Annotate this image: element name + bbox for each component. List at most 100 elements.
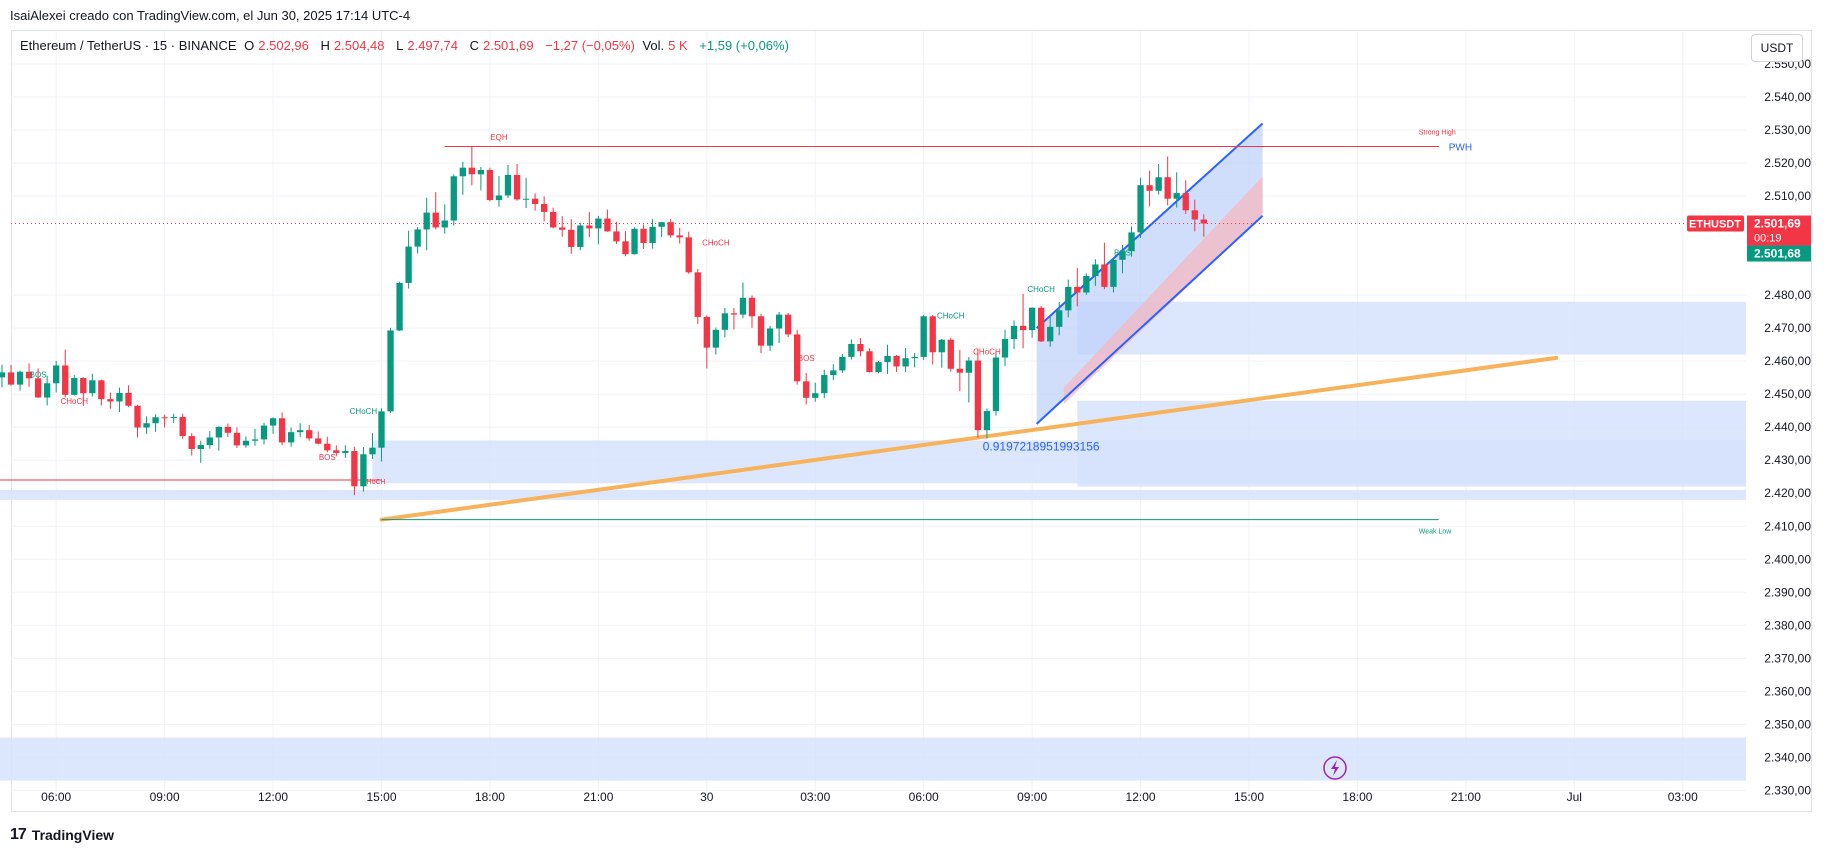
- candle-body[interactable]: [134, 405, 141, 428]
- candle-body[interactable]: [25, 371, 33, 379]
- candle-body[interactable]: [649, 226, 656, 243]
- candle-body[interactable]: [911, 356, 918, 359]
- candle-body[interactable]: [423, 212, 430, 230]
- candle-body[interactable]: [495, 195, 503, 201]
- candle-body[interactable]: [622, 241, 629, 255]
- candle-body[interactable]: [685, 237, 692, 273]
- candle-body[interactable]: [116, 392, 123, 402]
- candle-body[interactable]: [956, 368, 963, 373]
- channel-lower-line[interactable]: [1035, 215, 1264, 425]
- candle-body[interactable]: [432, 212, 439, 228]
- candle-body[interactable]: [568, 229, 575, 247]
- candle-body[interactable]: [1019, 325, 1027, 331]
- candle-body[interactable]: [640, 228, 647, 243]
- candle-body[interactable]: [694, 272, 701, 317]
- candle-body[interactable]: [1001, 339, 1009, 358]
- candle-body[interactable]: [938, 339, 945, 353]
- candle-body[interactable]: [947, 339, 954, 369]
- candle-body[interactable]: [1173, 193, 1180, 199]
- candle-body[interactable]: [161, 417, 168, 419]
- candle-body[interactable]: [80, 378, 87, 394]
- candle-body[interactable]: [251, 439, 259, 441]
- candle-body[interactable]: [965, 360, 973, 373]
- candle-body[interactable]: [43, 383, 51, 398]
- candle-body[interactable]: [260, 425, 268, 440]
- candle-body[interactable]: [830, 370, 837, 376]
- candle-body[interactable]: [803, 381, 810, 398]
- candle-body[interactable]: [613, 231, 620, 242]
- candle-body[interactable]: [504, 174, 512, 196]
- candle-body[interactable]: [1182, 193, 1189, 211]
- candle-body[interactable]: [278, 418, 286, 443]
- candle-body[interactable]: [839, 356, 846, 371]
- candle-body[interactable]: [703, 316, 710, 348]
- candle-body[interactable]: [89, 380, 96, 394]
- candle-body[interactable]: [405, 246, 412, 283]
- candle-body[interactable]: [595, 218, 602, 229]
- candle-body[interactable]: [893, 355, 900, 367]
- candle-body[interactable]: [1037, 307, 1045, 342]
- candle-body[interactable]: [1074, 286, 1081, 293]
- candle-body[interactable]: [902, 358, 909, 367]
- candle-body[interactable]: [1128, 232, 1135, 252]
- candle-body[interactable]: [821, 375, 828, 394]
- channel-upper-line[interactable]: [1035, 122, 1264, 329]
- candle-body[interactable]: [1065, 286, 1072, 311]
- candle-body[interactable]: [1200, 219, 1207, 224]
- candle-body[interactable]: [486, 170, 494, 201]
- candle-body[interactable]: [306, 430, 313, 439]
- candle-body[interactable]: [929, 316, 936, 353]
- candle-body[interactable]: [206, 437, 213, 446]
- candle-body[interactable]: [730, 313, 738, 315]
- candle-body[interactable]: [1092, 264, 1099, 276]
- candle-body[interactable]: [0, 372, 6, 378]
- candle-body[interactable]: [1010, 325, 1018, 340]
- candle-body[interactable]: [857, 344, 864, 352]
- candle-body[interactable]: [721, 313, 729, 330]
- candle-body[interactable]: [983, 411, 991, 431]
- candle-body[interactable]: [1056, 310, 1063, 327]
- candle-body[interactable]: [812, 393, 819, 398]
- candle-body[interactable]: [757, 316, 765, 346]
- candle-body[interactable]: [107, 399, 114, 402]
- candle-body[interactable]: [197, 445, 204, 449]
- candle-body[interactable]: [152, 417, 159, 424]
- candle-body[interactable]: [766, 328, 774, 346]
- trend-line[interactable]: [379, 355, 1559, 522]
- candle-body[interactable]: [1164, 177, 1171, 199]
- candle-body[interactable]: [333, 450, 340, 453]
- candle-body[interactable]: [513, 174, 521, 200]
- candle-body[interactable]: [1155, 177, 1162, 191]
- candle-body[interactable]: [775, 314, 783, 329]
- candle-body[interactable]: [1119, 251, 1126, 260]
- candle-body[interactable]: [53, 365, 60, 384]
- candle-body[interactable]: [143, 423, 150, 428]
- candle-body[interactable]: [224, 426, 232, 433]
- candle-body[interactable]: [242, 440, 250, 446]
- candle-body[interactable]: [748, 297, 756, 317]
- candle-body[interactable]: [794, 334, 801, 382]
- candle-body[interactable]: [875, 362, 882, 373]
- candle-body[interactable]: [450, 176, 457, 221]
- candle-body[interactable]: [1028, 307, 1036, 331]
- candle-body[interactable]: [1146, 185, 1153, 191]
- candle-body[interactable]: [468, 167, 476, 175]
- candle-body[interactable]: [477, 170, 485, 175]
- candle-body[interactable]: [667, 222, 674, 236]
- candle-body[interactable]: [98, 380, 105, 400]
- candle-body[interactable]: [360, 454, 367, 487]
- candle-body[interactable]: [1047, 326, 1054, 342]
- candle-body[interactable]: [71, 378, 78, 395]
- candle-body[interactable]: [459, 167, 466, 177]
- candle-body[interactable]: [586, 225, 593, 229]
- candle-body[interactable]: [396, 282, 403, 331]
- candle-body[interactable]: [387, 330, 394, 412]
- candle-body[interactable]: [1101, 264, 1108, 287]
- candle-body[interactable]: [16, 371, 24, 385]
- candle-body[interactable]: [559, 227, 566, 230]
- candle-body[interactable]: [604, 218, 611, 232]
- candle-body[interactable]: [848, 344, 855, 357]
- candle-body[interactable]: [125, 392, 132, 406]
- candle-body[interactable]: [866, 351, 873, 373]
